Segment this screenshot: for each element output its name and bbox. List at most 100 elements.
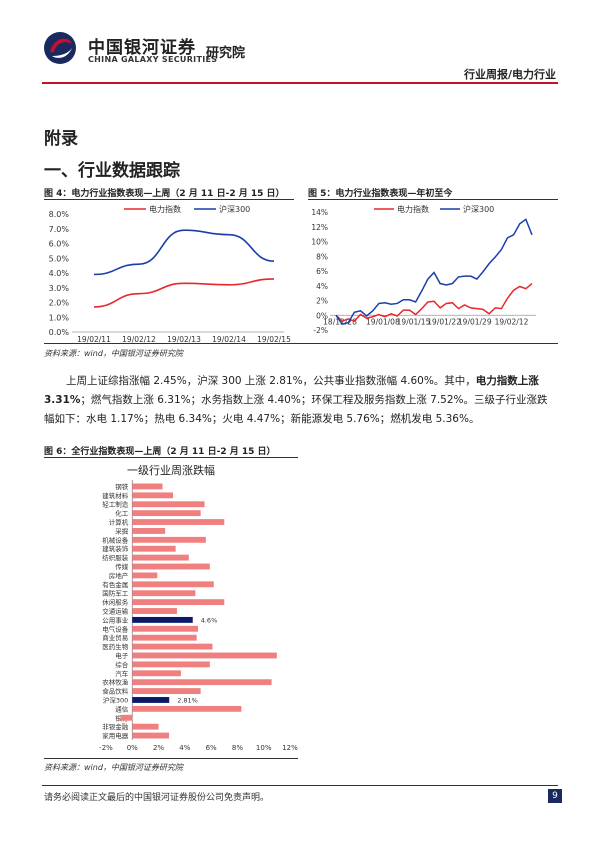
legend-label: 沪深300 bbox=[463, 204, 494, 214]
bar bbox=[132, 563, 210, 570]
bar bbox=[132, 643, 213, 650]
summary-paragraph: 上周上证综指涨幅 2.45%，沪深 300 上涨 2.81%，公共事业指数涨幅 … bbox=[44, 372, 556, 429]
category-label: 计算机 bbox=[109, 518, 129, 527]
y-tick-label: -2% bbox=[313, 326, 328, 335]
figure6-bottom-rule bbox=[44, 758, 298, 759]
x-tick-label: 19/02/15 bbox=[257, 335, 291, 344]
category-label: 汽车 bbox=[115, 669, 128, 678]
x-tick-label: 19/01/08 bbox=[366, 317, 400, 326]
bar bbox=[120, 714, 133, 721]
figure4-title-rule bbox=[44, 199, 294, 200]
figure6-source: 资料来源：wind，中国银河证券研究院 bbox=[44, 763, 183, 772]
y-tick-label: 14% bbox=[311, 208, 328, 217]
figure6-title: 图 6：全行业指数表现—上周（2 月 11 日-2 月 15 日） bbox=[44, 447, 276, 457]
y-tick-label: 12% bbox=[311, 223, 328, 232]
y-tick-label: 2% bbox=[316, 297, 328, 306]
legend-label: 沪深300 bbox=[219, 204, 250, 214]
bar bbox=[132, 652, 277, 659]
footer-disclaimer: 请务必阅读正文最后的中国银河证券股份公司免责声明。 bbox=[44, 793, 270, 803]
x-tick-label: 19/02/11 bbox=[77, 335, 111, 344]
logo-chinese-name: 中国银河证券 bbox=[88, 38, 196, 58]
x-tick-label: 2% bbox=[153, 744, 164, 752]
category-label: 钢铁 bbox=[115, 482, 128, 491]
category-label: 综合 bbox=[115, 660, 128, 669]
bar bbox=[132, 679, 272, 686]
x-tick-label: 0% bbox=[127, 744, 138, 752]
category-label: 建筑装饰 bbox=[102, 544, 128, 553]
legend-label: 电力指数 bbox=[397, 204, 429, 214]
category-label: 电子 bbox=[115, 651, 128, 660]
bar bbox=[132, 510, 201, 517]
bar bbox=[132, 697, 170, 703]
x-tick-label: 19/02/12 bbox=[122, 335, 156, 344]
series-line bbox=[93, 278, 275, 308]
category-label: 化工 bbox=[115, 509, 128, 518]
legend-label: 电力指数 bbox=[149, 204, 181, 214]
figure4-source: 资料来源：wind，中国银河证券研究院 bbox=[44, 349, 183, 358]
category-label: 交通运输 bbox=[102, 607, 128, 616]
figure4-chart: 0.0% 1.0% 2.0% 3.0% 4.0% 5.0% 6.0% 7.0% 8.0% 19/0… bbox=[49, 204, 291, 344]
bar bbox=[132, 723, 159, 730]
x-tick-label: -2% bbox=[99, 744, 113, 752]
x-tick-label: 12% bbox=[282, 744, 298, 752]
section-heading: 一、行业数据跟踪 bbox=[44, 161, 180, 181]
bar bbox=[132, 661, 210, 668]
category-label: 休闲服务 bbox=[102, 598, 128, 607]
x-tick-label: 19/01/22 bbox=[427, 317, 461, 326]
series-line bbox=[93, 229, 275, 276]
y-tick-label: 1.0% bbox=[49, 313, 70, 322]
x-tick-label: 10% bbox=[256, 744, 272, 752]
bar bbox=[132, 483, 163, 490]
category-label: 通信 bbox=[115, 704, 128, 713]
x-tick-label: 8% bbox=[232, 744, 243, 752]
figure5-title: 图 5：电力行业指数表现—年初至今 bbox=[308, 189, 453, 199]
series-line bbox=[335, 218, 533, 325]
figure5-chart: -2%0%2%4%6%8%10%12%14%18/12/28 19/01/0819… bbox=[311, 204, 536, 335]
bar bbox=[132, 670, 181, 677]
header-divider bbox=[42, 82, 558, 84]
y-tick-label: 8.0% bbox=[49, 210, 70, 219]
category-label: 国防军工 bbox=[102, 589, 128, 598]
page-number: 9 bbox=[548, 789, 562, 803]
bar bbox=[132, 688, 201, 695]
bar bbox=[132, 581, 214, 588]
x-tick-label: 6% bbox=[206, 744, 217, 752]
bar bbox=[132, 732, 170, 739]
chart-title: 一级行业周涨跌幅 bbox=[127, 463, 215, 477]
bar bbox=[132, 590, 196, 597]
bar bbox=[132, 492, 174, 499]
bar bbox=[132, 501, 205, 508]
category-label: 纺织服装 bbox=[102, 553, 128, 562]
bar bbox=[132, 536, 206, 543]
galaxy-logo-icon bbox=[44, 32, 76, 64]
category-label: 商业贸易 bbox=[102, 633, 128, 642]
y-tick-label: 6.0% bbox=[49, 240, 70, 249]
category-label: 家用电器 bbox=[102, 731, 128, 740]
bar bbox=[132, 527, 166, 534]
category-label: 农林牧渔 bbox=[102, 678, 128, 687]
category-label: 采掘 bbox=[115, 526, 128, 535]
y-tick-label: 6% bbox=[316, 267, 328, 276]
figure5-title-rule bbox=[308, 199, 558, 200]
category-label: 公用事业 bbox=[102, 615, 128, 624]
paragraph-part-1: 上周上证综指涨幅 2.45%，沪深 300 上涨 2.81%，公共事业指数涨幅 … bbox=[66, 375, 476, 387]
x-tick-label: 4% bbox=[179, 744, 190, 752]
category-label: 食品饮料 bbox=[102, 687, 128, 696]
institute-label: 研究院 bbox=[206, 46, 246, 61]
y-tick-label: 4.0% bbox=[49, 269, 70, 278]
figure6-title-rule bbox=[44, 457, 298, 458]
x-tick-label: 19/01/29 bbox=[458, 317, 492, 326]
bar bbox=[132, 572, 158, 579]
y-tick-label: 10% bbox=[311, 238, 328, 247]
appendix-heading: 附录 bbox=[44, 129, 78, 149]
footer-divider bbox=[42, 785, 558, 786]
x-tick-label: 19/02/14 bbox=[212, 335, 246, 344]
report-category: 行业周报/电力行业 bbox=[463, 68, 556, 81]
category-label: 机械设备 bbox=[102, 535, 128, 544]
category-label: 电气设备 bbox=[102, 624, 128, 633]
x-tick-label: 19/02/12 bbox=[495, 317, 529, 326]
y-tick-label: 4% bbox=[316, 282, 328, 291]
logo-english-name: CHINA GALAXY SECURITIES bbox=[88, 55, 218, 64]
y-tick-label: 3.0% bbox=[49, 284, 70, 293]
category-label: 建筑材料 bbox=[102, 491, 128, 500]
